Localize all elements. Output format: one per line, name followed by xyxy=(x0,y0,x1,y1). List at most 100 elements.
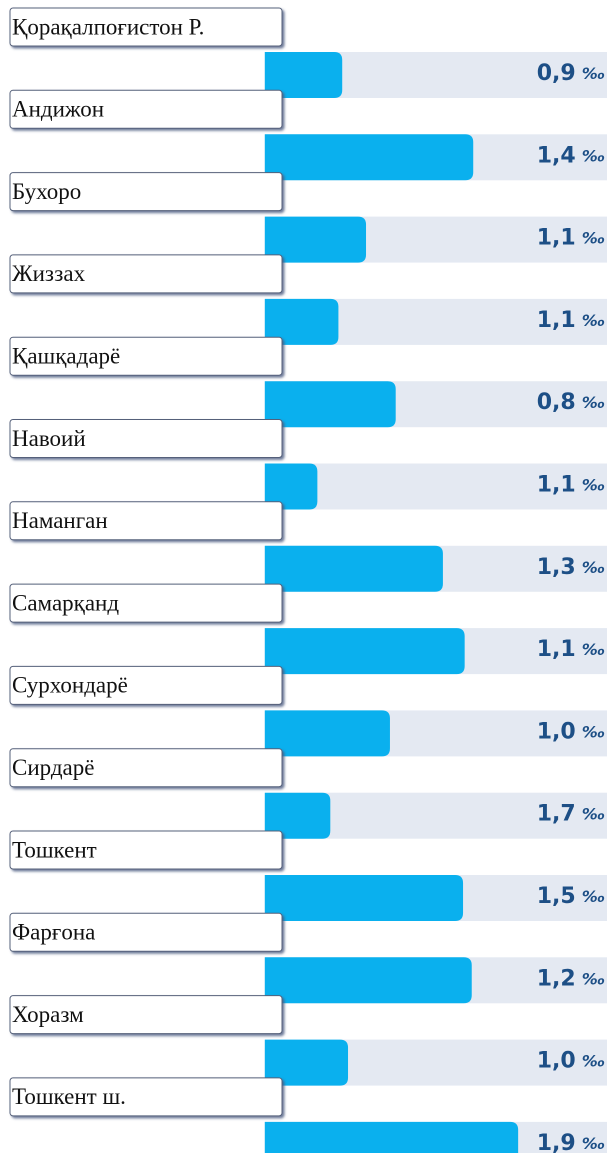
label-box xyxy=(9,665,283,705)
rate-value: 1,0 xyxy=(537,719,576,744)
value-label: 1 447 xyxy=(30,1049,99,1074)
rate-label: 1,7 ‰ xyxy=(537,802,605,827)
label-box xyxy=(9,172,283,212)
rate-label: 0,8 ‰ xyxy=(537,390,605,415)
value-label: 2 176 xyxy=(30,719,99,744)
label-box xyxy=(9,912,283,952)
rate-unit: ‰ xyxy=(582,393,605,412)
rate-unit: ‰ xyxy=(582,475,605,494)
category-label: Наманган xyxy=(12,508,108,533)
category-label: Жиззах xyxy=(12,261,86,286)
rate-unit: ‰ xyxy=(582,557,605,576)
value-label: 1 280 xyxy=(30,308,99,333)
rate-unit: ‰ xyxy=(582,1133,605,1152)
rate-label: 1,1 ‰ xyxy=(537,226,605,251)
label-box xyxy=(9,419,283,458)
label-box xyxy=(9,254,283,294)
label-box xyxy=(9,89,283,129)
bar xyxy=(264,381,396,428)
label-box xyxy=(9,336,283,376)
value-label: 914 xyxy=(30,473,76,498)
rate-label: 1,1 ‰ xyxy=(537,308,605,333)
rate-label: 1,9 ‰ xyxy=(537,1131,605,1153)
bar xyxy=(264,134,474,181)
rate-unit: ‰ xyxy=(582,969,605,988)
rate-value: 1,9 xyxy=(537,1131,576,1153)
rate-unit: ‰ xyxy=(582,1051,605,1070)
rate-label: 1,1 ‰ xyxy=(537,473,605,498)
rate-unit: ‰ xyxy=(582,887,605,906)
value-label: 1 139 xyxy=(30,802,99,827)
bar xyxy=(264,545,443,592)
label-box xyxy=(9,583,283,623)
category-label: Хоразм xyxy=(12,1002,84,1027)
category-label: Сурхондарё xyxy=(12,673,128,698)
rate-value: 1,1 xyxy=(537,637,576,662)
bar xyxy=(264,792,331,839)
label-box xyxy=(9,1077,283,1117)
value-label: 1 346 xyxy=(30,61,99,86)
value-label: 3 447 xyxy=(30,884,99,909)
category-label: Андижон xyxy=(12,97,104,122)
bar xyxy=(264,1121,519,1153)
category-label: Фарғона xyxy=(12,920,95,945)
value-label: 3 598 xyxy=(30,966,99,991)
rate-unit: ‰ xyxy=(582,228,605,247)
bar xyxy=(264,216,367,263)
rate-label: 1,4 ‰ xyxy=(537,143,605,168)
value-label: 1 760 xyxy=(30,226,99,251)
rate-value: 1,3 xyxy=(537,555,576,580)
category-label: Тошкент ш. xyxy=(12,1084,126,1109)
rate-value: 1,1 xyxy=(537,308,576,333)
bar xyxy=(264,628,465,675)
rate-value: 1,2 xyxy=(537,966,576,991)
bar xyxy=(264,957,472,1004)
rate-value: 1,0 xyxy=(537,1049,576,1074)
category-label: Тошкент xyxy=(12,837,97,862)
rate-unit: ‰ xyxy=(582,310,605,329)
label-box xyxy=(9,501,283,541)
value-label: 2 276 xyxy=(30,390,99,415)
category-label: Бухоро xyxy=(12,179,81,204)
rate-value: 1,1 xyxy=(537,226,576,251)
value-label: 3 475 xyxy=(30,637,99,662)
bar xyxy=(264,52,343,98)
bar xyxy=(264,298,339,345)
bar xyxy=(264,875,464,921)
rate-label: 1,5 ‰ xyxy=(537,884,605,909)
rate-unit: ‰ xyxy=(582,64,605,83)
category-label: Қорақалпоғистон Р. xyxy=(12,14,204,39)
bar xyxy=(264,1039,349,1086)
label-box xyxy=(9,995,283,1035)
rate-value: 1,1 xyxy=(537,473,576,498)
rate-label: 1,1 ‰ xyxy=(537,637,605,662)
rate-value: 1,5 xyxy=(537,884,576,909)
category-label: Қашқадарё xyxy=(12,343,120,368)
rate-value: 0,8 xyxy=(537,390,576,415)
category-label: Сирдарё xyxy=(12,755,94,780)
rate-value: 1,7 xyxy=(537,802,576,827)
rate-label: 1,0 ‰ xyxy=(537,719,605,744)
bar xyxy=(264,463,318,510)
rate-label: 1,0 ‰ xyxy=(537,1049,605,1074)
bar xyxy=(264,710,390,757)
rate-unit: ‰ xyxy=(582,804,605,823)
label-box xyxy=(9,748,283,788)
label-box xyxy=(9,830,283,870)
rate-unit: ‰ xyxy=(582,146,605,165)
rate-unit: ‰ xyxy=(582,640,605,659)
value-label: 3 624 xyxy=(30,143,99,168)
rate-label: 1,3 ‰ xyxy=(537,555,605,580)
rate-value: 1,4 xyxy=(537,143,576,168)
bar-track xyxy=(264,463,607,510)
value-label: 4 405 xyxy=(30,1131,99,1153)
rate-value: 0,9 xyxy=(537,61,576,86)
rate-label: 0,9 ‰ xyxy=(537,61,605,86)
label-box xyxy=(9,7,283,47)
category-label: Самарқанд xyxy=(12,590,119,615)
value-label: 3 097 xyxy=(30,555,99,580)
category-label: Навоий xyxy=(12,426,86,451)
rate-unit: ‰ xyxy=(582,722,605,741)
rate-label: 1,2 ‰ xyxy=(537,966,605,991)
